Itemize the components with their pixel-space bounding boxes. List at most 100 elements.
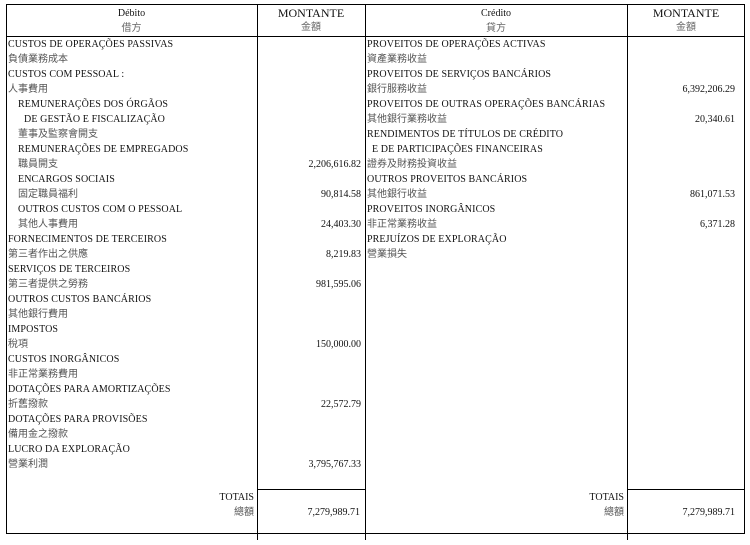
row-label: 職員開支 (18, 159, 58, 170)
row-label: 固定職員福利 (18, 189, 78, 200)
row-label: REMUNERAÇÕES DOS ÓRGÃOS (18, 99, 169, 110)
row-amount: 20,340.61 (695, 114, 735, 125)
table-row: 營業損失 (365, 247, 745, 262)
table-row: 第三者作出之供應 8,219.83 (6, 247, 365, 262)
table-row: 銀行服務收益 6,392,206.29 (365, 82, 745, 97)
row-amount: 3,795,767.33 (308, 459, 362, 470)
credit-header-pt: Crédito (481, 8, 511, 19)
table-row: SERVIÇOS DE TERCEIROS (6, 262, 365, 277)
table-row: 第三者提供之勞務 981,595.06 (6, 277, 365, 292)
row-label: OUTROS CUSTOS COM O PESSOAL (18, 204, 183, 215)
row-label: PROVEITOS DE OUTRAS OPERAÇÕES BANCÁRIAS (367, 99, 606, 110)
table-row: DOTAÇÕES PARA AMORTIZAÇÕES (6, 382, 365, 397)
table-row: 稅項 150,000.00 (6, 337, 365, 352)
debit-amount-header: MONTANTE 金額 (257, 6, 365, 35)
row-label: DE GESTÃO E FISCALIZAÇÃO (24, 114, 166, 125)
row-label: PROVEITOS DE OPERAÇÕES ACTIVAS (367, 39, 546, 50)
row-label: REMUNERAÇÕES DE EMPREGADOS (18, 144, 189, 155)
table-row: 負債業務成本 (6, 52, 365, 67)
row-label: 備用金之撥款 (8, 429, 68, 440)
table-row: 折舊撥款 22,572.79 (6, 397, 365, 412)
debit-total: 7,279,989.71 (307, 507, 361, 518)
table-row: OUTROS CUSTOS BANCÁRIOS (6, 292, 365, 307)
row-label: LUCRO DA EXPLORAÇÃO (8, 444, 130, 455)
table-row: CUSTOS INORGÂNICOS (6, 352, 365, 367)
table-row: PROVEITOS DE OUTRAS OPERAÇÕES BANCÁRIAS (365, 97, 745, 112)
row-label: 其他銀行費用 (8, 309, 68, 320)
debit-totals-label: TOTAIS 總額 (150, 490, 254, 520)
table-row: OUTROS PROVEITOS BANCÁRIOS (365, 172, 745, 187)
table-row: 固定職員福利 90,814.58 (6, 187, 365, 202)
table-row: ENCARGOS SOCIAIS (6, 172, 365, 187)
row-label: OUTROS CUSTOS BANCÁRIOS (8, 294, 152, 305)
table-row: DE GESTÃO E FISCALIZAÇÃO (6, 112, 365, 127)
column-divider (257, 4, 258, 540)
row-label: OUTROS PROVEITOS BANCÁRIOS (367, 174, 528, 185)
row-label: 折舊撥款 (8, 399, 48, 410)
row-amount: 90,814.58 (321, 189, 361, 200)
row-amount: 981,595.06 (316, 279, 361, 290)
row-label: CUSTOS INORGÂNICOS (8, 354, 120, 365)
row-label: ENCARGOS SOCIAIS (18, 174, 115, 185)
table-row: 其他人事費用 24,403.30 (6, 217, 365, 232)
credit-amount-header: MONTANTE 金額 (627, 6, 745, 35)
table-row: 非正常業務收益 6,371.28 (365, 217, 745, 232)
table-row: CUSTOS COM PESSOAL : (6, 67, 365, 82)
row-label: 稅項 (8, 339, 28, 350)
row-amount: 22,572.79 (321, 399, 361, 410)
credit-rows: PROVEITOS DE OPERAÇÕES ACTIVAS 資產業務收益 PROV… (365, 37, 745, 262)
row-label: RENDIMENTOS DE TÍTULOS DE CRÉDITO (367, 129, 564, 140)
row-amount: 6,392,206.29 (682, 84, 736, 95)
table-row: LUCRO DA EXPLORAÇÃO (6, 442, 365, 457)
debit-header: Débito 借方 (6, 6, 257, 36)
table-row: CUSTOS DE OPERAÇÕES PASSIVAS (6, 37, 365, 52)
table-row: FORNECIMENTOS DE TERCEIROS (6, 232, 365, 247)
column-divider (365, 4, 366, 540)
table-row: 其他銀行收益 861,071.53 (365, 187, 745, 202)
credit-total: 7,279,989.71 (682, 507, 736, 518)
table-row: RENDIMENTOS DE TÍTULOS DE CRÉDITO (365, 127, 745, 142)
row-label: DOTAÇÕES PARA AMORTIZAÇÕES (8, 384, 171, 395)
credit-totals-label: TOTAIS 總額 (500, 490, 624, 520)
debit-header-pt: Débito (117, 8, 146, 19)
table-row: 其他銀行業務收益 20,340.61 (365, 112, 745, 127)
table-row: 人事費用 (6, 82, 365, 97)
totals-label-zh: 總額 (604, 507, 624, 518)
row-label: 第三者作出之供應 (8, 249, 88, 260)
row-label: PROVEITOS INORGÂNICOS (367, 204, 496, 215)
table-row: PROVEITOS INORGÂNICOS (365, 202, 745, 217)
row-label: 營業損失 (367, 249, 407, 260)
table-row: 備用金之撥款 (6, 427, 365, 442)
credit-header: Crédito 貸方 (365, 6, 627, 36)
row-amount: 8,219.83 (326, 249, 361, 260)
table-row: 非正常業務費用 (6, 367, 365, 382)
totals-label-pt: TOTAIS (219, 492, 254, 503)
table-row: REMUNERAÇÕES DE EMPREGADOS (6, 142, 365, 157)
row-amount: 6,371.28 (700, 219, 735, 230)
table-row: 營業利潤 3,795,767.33 (6, 457, 365, 472)
row-amount: 861,071.53 (690, 189, 735, 200)
row-label: 其他人事費用 (18, 219, 78, 230)
row-label: 證券及財務投資收益 (367, 159, 457, 170)
statement-table (6, 4, 745, 534)
table-row: PREJUÍZOS DE EXPLORAÇÃO (365, 232, 745, 247)
amount-header-pt: MONTANTE (277, 6, 345, 20)
totals-divider (627, 489, 745, 490)
totals-divider (257, 489, 365, 490)
row-label: IMPOSTOS (8, 324, 59, 335)
table-row: IMPOSTOS (6, 322, 365, 337)
row-label: SERVIÇOS DE TERCEIROS (8, 264, 131, 275)
totals-label-pt: TOTAIS (589, 492, 624, 503)
table-row: 資產業務收益 (365, 52, 745, 67)
row-label: PROVEITOS DE SERVIÇOS BANCÁRIOS (367, 69, 552, 80)
table-row: 其他銀行費用 (6, 307, 365, 322)
row-amount: 24,403.30 (321, 219, 361, 230)
table-row: PROVEITOS DE SERVIÇOS BANCÁRIOS (365, 67, 745, 82)
table-row: PROVEITOS DE OPERAÇÕES ACTIVAS (365, 37, 745, 52)
row-label: 人事費用 (8, 84, 48, 95)
row-label: CUSTOS DE OPERAÇÕES PASSIVAS (8, 39, 174, 50)
row-amount: 150,000.00 (316, 339, 361, 350)
debit-header-zh: 借方 (121, 23, 142, 34)
table-row: 證券及財務投資收益 (365, 157, 745, 172)
row-label: 資產業務收益 (367, 54, 427, 65)
